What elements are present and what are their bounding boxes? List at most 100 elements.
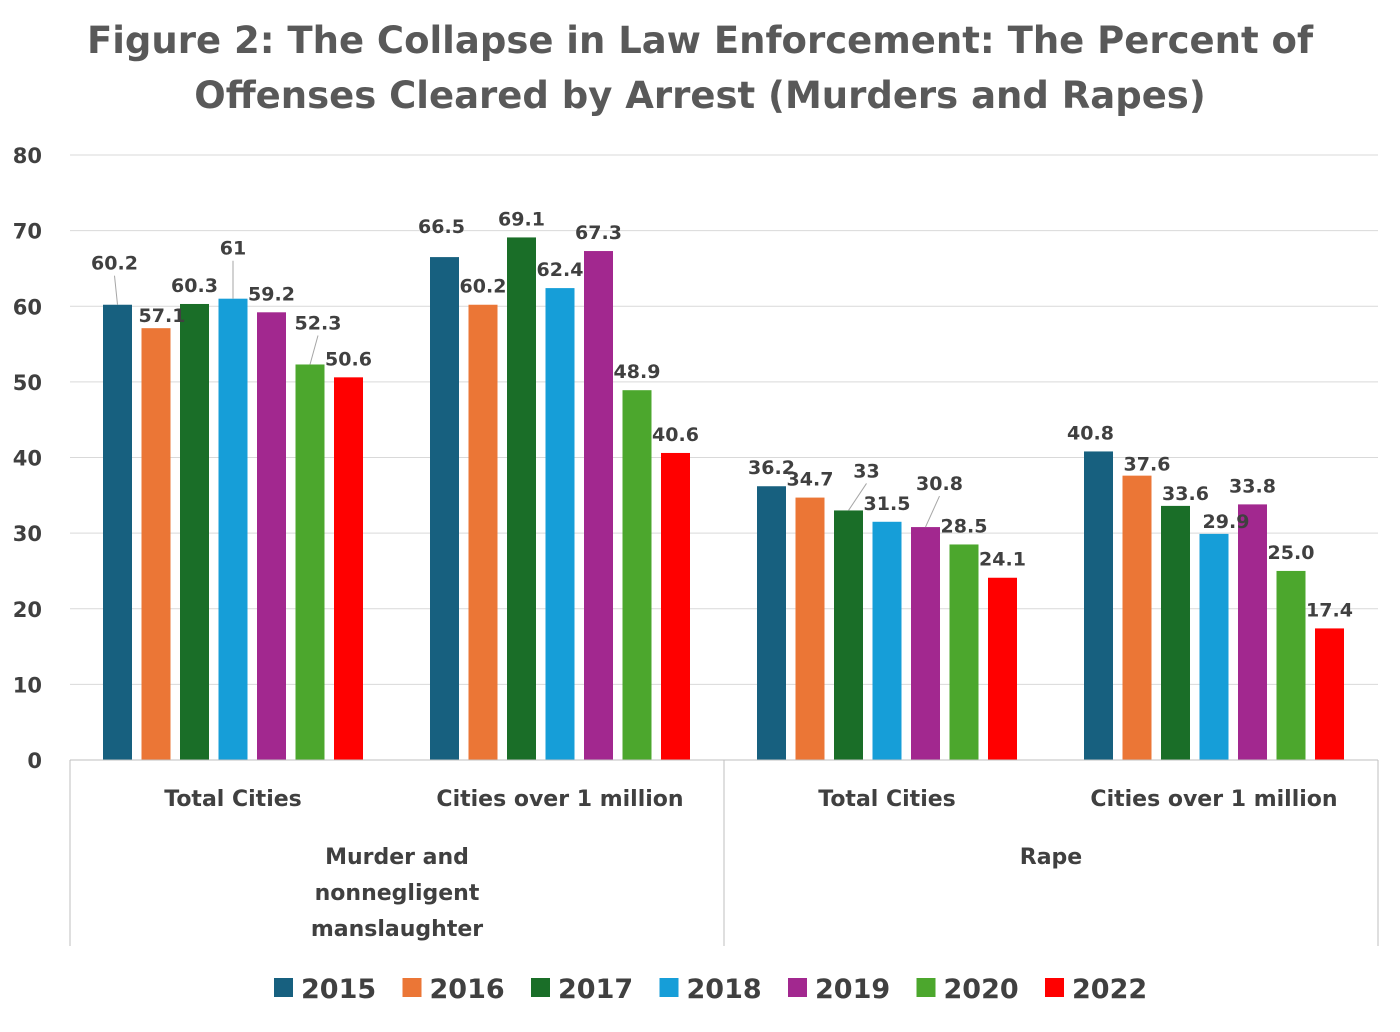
y-tick-label-60: 60	[13, 295, 42, 319]
data-label-2022-cluster-1: 50.6	[325, 348, 372, 370]
legend-swatch-2020	[916, 978, 936, 997]
bar-2018-cluster-3	[872, 521, 902, 760]
bar-2017-cluster-1	[180, 303, 209, 760]
y-axis-tick-labels: 0 10 20 30 40 50 60 70 80	[13, 144, 42, 773]
category-label-1: Total Cities	[164, 787, 302, 812]
bars	[103, 237, 1344, 760]
bar-2018-cluster-4	[1199, 533, 1229, 760]
bar-2022-cluster-2	[661, 452, 690, 760]
chart-title-line-2: Offenses Cleared by Arrest (Murders and …	[194, 74, 1205, 117]
gridlines	[70, 154, 1378, 685]
bar-2015-cluster-1	[103, 304, 132, 760]
leader-line-2017-cluster-3	[848, 483, 867, 511]
bar-2015-cluster-2	[430, 257, 459, 760]
chart-title: Figure 2: The Collapse in Law Enforcemen…	[87, 19, 1314, 117]
bar-2019-cluster-3	[911, 527, 940, 760]
legend-label-2020: 2020	[944, 974, 1019, 1005]
data-label-2020-cluster-3: 28.5	[941, 515, 988, 537]
data-label-2015-cluster-4: 40.8	[1067, 422, 1114, 444]
data-label-2020-cluster-2: 48.9	[614, 361, 661, 383]
bar-2017-cluster-3	[834, 510, 863, 760]
data-label-2022-cluster-2: 40.6	[652, 424, 699, 446]
bar-2022-cluster-3	[988, 577, 1017, 760]
legend-swatch-2016	[402, 978, 422, 997]
y-tick-label-30: 30	[13, 522, 42, 546]
bar-2020-cluster-4	[1276, 570, 1306, 760]
data-label-2018-cluster-1: 61	[220, 238, 246, 260]
data-label-2016-cluster-1: 57.1	[139, 305, 186, 327]
legend-swatch-2019	[788, 978, 807, 997]
bar-2016-cluster-3	[795, 497, 825, 760]
bar-2016-cluster-4	[1122, 475, 1152, 760]
legend-label-2022: 2022	[1072, 974, 1147, 1005]
data-label-2022-cluster-4: 17.4	[1306, 599, 1353, 621]
data-label-2015-cluster-2: 66.5	[418, 216, 465, 238]
data-label-2017-cluster-4: 33.6	[1162, 483, 1209, 505]
legend-swatch-2017	[531, 978, 550, 997]
data-label-2016-cluster-2: 60.2	[460, 276, 507, 298]
category-label-2: Cities over 1 million	[436, 787, 683, 812]
legend: 2015 2016 2017 2018 2019 2020 2022	[274, 974, 1147, 1005]
bar-2016-cluster-1	[141, 328, 171, 760]
y-tick-label-40: 40	[13, 447, 42, 471]
bar-2017-cluster-2	[507, 237, 536, 760]
data-label-2020-cluster-4: 25.0	[1268, 542, 1315, 564]
group-label-1-line-1: Murder and	[325, 845, 469, 870]
legend-label-2017: 2017	[558, 974, 633, 1005]
bar-2022-cluster-4	[1315, 628, 1344, 760]
label-leader-lines	[114, 260, 940, 528]
bar-2015-cluster-4	[1084, 451, 1113, 760]
legend-label-2018: 2018	[687, 974, 762, 1005]
legend-label-2015: 2015	[301, 974, 376, 1005]
data-label-2018-cluster-2: 62.4	[537, 259, 584, 281]
bar-2017-cluster-4	[1161, 505, 1190, 760]
y-tick-label-10: 10	[13, 673, 42, 697]
data-label-2017-cluster-3: 33	[853, 460, 879, 482]
bar-2020-cluster-2	[622, 390, 652, 760]
data-label-2018-cluster-4: 29.9	[1203, 511, 1250, 533]
y-tick-label-70: 70	[13, 220, 42, 244]
group-label-1-line-2: nonnegligent	[315, 881, 480, 906]
bar-2019-cluster-1	[257, 312, 286, 760]
bar-2015-cluster-3	[757, 486, 786, 760]
data-label-2019-cluster-1: 59.2	[248, 283, 295, 305]
data-label-2022-cluster-3: 24.1	[979, 549, 1026, 571]
y-tick-label-50: 50	[13, 371, 42, 395]
category-label-3: Total Cities	[818, 787, 956, 812]
y-tick-label-80: 80	[13, 144, 42, 168]
bar-2019-cluster-2	[584, 251, 613, 760]
category-label-4: Cities over 1 million	[1090, 787, 1337, 812]
legend-label-2019: 2019	[815, 974, 890, 1005]
bar-2018-cluster-2	[545, 288, 575, 760]
legend-swatch-2015	[274, 978, 293, 997]
bar-2020-cluster-3	[949, 544, 979, 760]
bar-2020-cluster-1	[295, 364, 325, 760]
data-label-2017-cluster-1: 60.3	[171, 275, 218, 297]
group-label-2-line-1: Rape	[1020, 845, 1082, 870]
data-label-2017-cluster-2: 69.1	[498, 208, 545, 230]
data-label-2018-cluster-3: 31.5	[864, 493, 911, 515]
group-label-1-line-3: manslaughter	[311, 917, 483, 942]
bar-2019-cluster-4	[1238, 504, 1267, 760]
data-label-2019-cluster-2: 67.3	[575, 222, 622, 244]
legend-label-2016: 2016	[430, 974, 505, 1005]
data-label-2016-cluster-3: 34.7	[787, 469, 834, 491]
bar-2022-cluster-1	[334, 377, 363, 760]
data-label-2015-cluster-1: 60.2	[91, 253, 138, 275]
x-axis	[69, 759, 1379, 946]
chart-title-line-1: Figure 2: The Collapse in Law Enforcemen…	[87, 19, 1314, 62]
y-tick-label-20: 20	[13, 598, 42, 622]
y-tick-label-0: 0	[27, 749, 42, 773]
bar-2018-cluster-1	[218, 298, 248, 760]
leader-line-2015-cluster-1	[114, 275, 118, 305]
bar-2016-cluster-2	[468, 304, 498, 760]
data-label-2015-cluster-3: 36.2	[748, 457, 795, 479]
data-labels: 60.2 66.5 36.2 40.8 57.1 60.2 34.7 37.6 60.3 69.1…	[91, 208, 1353, 621]
leader-line-2019-cluster-3	[925, 495, 940, 528]
data-label-2020-cluster-1: 52.3	[295, 312, 342, 334]
leader-line-2020-cluster-1	[309, 335, 319, 365]
data-label-2016-cluster-4: 37.6	[1124, 454, 1171, 476]
legend-swatch-2018	[659, 978, 679, 997]
data-label-2019-cluster-4: 33.8	[1229, 475, 1276, 497]
